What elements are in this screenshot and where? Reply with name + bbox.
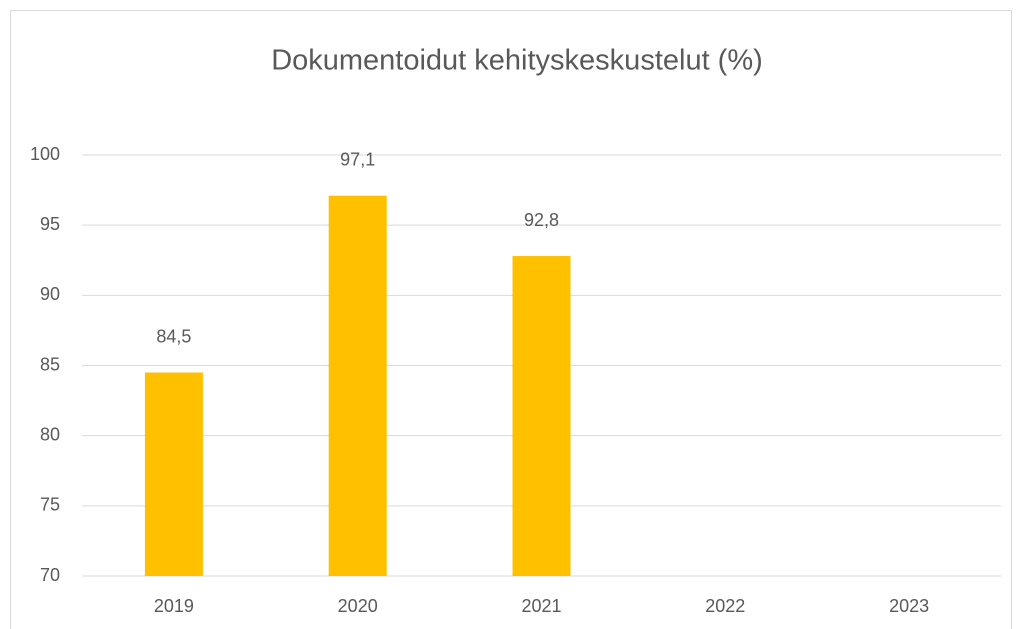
data-label: 92,8 bbox=[524, 210, 559, 230]
chart-title: Dokumentoidut kehityskeskustelut (%) bbox=[271, 45, 763, 77]
bar bbox=[328, 195, 387, 577]
y-tick-label: 75 bbox=[40, 495, 60, 515]
bar bbox=[144, 372, 203, 576]
data-label: 84,5 bbox=[156, 326, 191, 346]
x-tick-label: 2023 bbox=[889, 596, 929, 616]
bar bbox=[512, 256, 571, 576]
y-tick-label: 90 bbox=[40, 284, 60, 304]
y-tick-label: 85 bbox=[40, 354, 60, 374]
x-tick-label: 2020 bbox=[338, 596, 378, 616]
x-tick-label: 2021 bbox=[521, 596, 561, 616]
y-tick-label: 100 bbox=[30, 144, 60, 164]
y-tick-label: 80 bbox=[40, 424, 60, 444]
x-tick-label: 2019 bbox=[154, 596, 194, 616]
x-tick-label: 2022 bbox=[705, 596, 745, 616]
data-label: 97,1 bbox=[340, 149, 375, 169]
y-tick-label: 95 bbox=[40, 214, 60, 234]
y-tick-label: 70 bbox=[40, 565, 60, 585]
